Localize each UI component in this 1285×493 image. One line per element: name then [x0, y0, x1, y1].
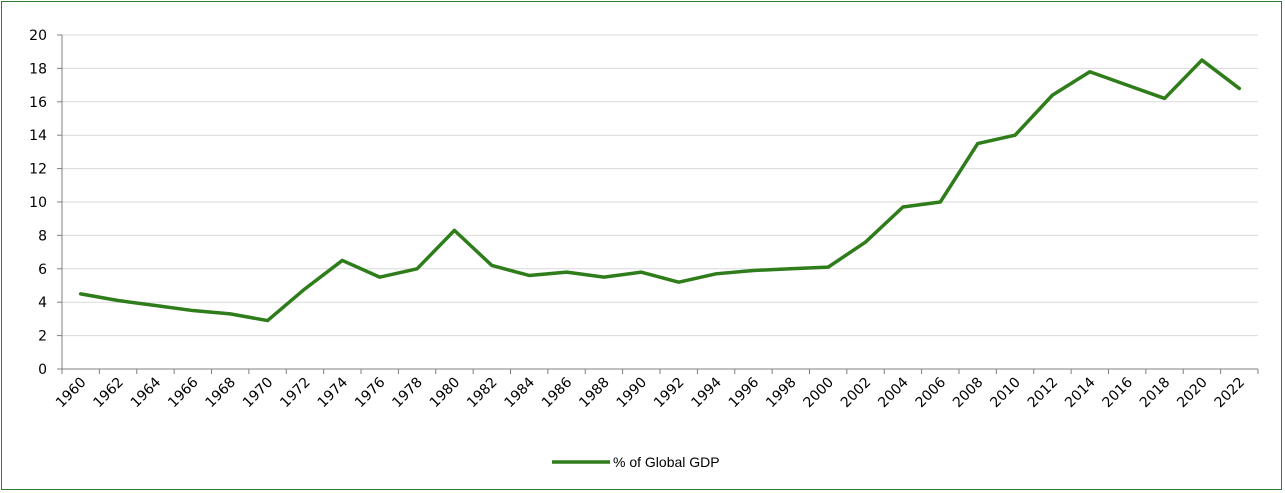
data-point [1126, 84, 1129, 87]
data-point [378, 276, 381, 279]
data-point [1200, 59, 1203, 62]
x-tick-label: 2020 [1174, 375, 1211, 412]
data-point [79, 292, 82, 295]
data-point [752, 269, 755, 272]
y-tick-label: 2 [38, 329, 47, 345]
data-point [303, 287, 306, 290]
data-point [827, 266, 830, 269]
data-point [416, 267, 419, 270]
data-point [677, 281, 680, 284]
data-point [154, 304, 157, 307]
x-tick-label: 1960 [53, 375, 90, 412]
data-point [1238, 87, 1241, 90]
grid-lines [57, 34, 1258, 370]
x-tick-label: 1966 [165, 374, 202, 411]
data-point [490, 264, 493, 267]
x-tick-label: 1984 [502, 374, 539, 411]
x-tick-label: 1962 [90, 375, 127, 412]
data-point [602, 276, 605, 279]
x-tick-label: 1994 [688, 374, 725, 411]
x-tick-label: 1968 [203, 375, 240, 412]
x-tick-label: 1976 [352, 374, 389, 411]
x-tick-label: 2002 [838, 375, 875, 412]
data-point [229, 312, 232, 315]
data-point [528, 274, 531, 277]
data-point [715, 272, 718, 275]
x-tick-label: 2018 [1137, 375, 1174, 412]
x-tick-label: 2008 [950, 375, 987, 412]
data-point [1088, 70, 1091, 73]
data-point [939, 201, 942, 204]
axes [61, 35, 1259, 374]
x-tick-label: 1996 [726, 374, 763, 411]
y-tick-label: 4 [38, 295, 47, 311]
legend: % of Global GDP [552, 454, 720, 470]
x-tick-label: 1964 [128, 374, 165, 411]
y-tick-label: 8 [38, 228, 47, 244]
x-tick-labels: 1960 1962 1964 1966 1968 1970 1972 1974 1976 1978… [53, 374, 1248, 411]
data-point [789, 267, 792, 270]
x-tick-label: 1990 [614, 375, 651, 412]
legend-label: % of Global GDP [613, 454, 720, 470]
y-tick-labels: 0 2 4 6 8 10 12 14 16 18 20 [29, 28, 47, 378]
data-point [1014, 134, 1017, 137]
data-point [640, 271, 643, 274]
x-tick-label: 1998 [763, 375, 800, 412]
x-tick-label: 1982 [464, 375, 501, 412]
x-tick-label: 2000 [801, 375, 838, 412]
x-tick-label: 1992 [651, 375, 688, 412]
series-layer [78, 58, 1242, 323]
data-point [266, 319, 269, 322]
data-point [565, 271, 568, 274]
x-tick-label: 2022 [1212, 375, 1249, 412]
data-point [901, 206, 904, 209]
x-tick-label: 1980 [427, 375, 464, 412]
y-tick-label: 16 [29, 95, 47, 111]
x-tick-label: 2006 [913, 374, 950, 411]
x-tick-label: 2004 [875, 374, 912, 411]
data-point [1163, 97, 1166, 100]
y-tick-label: 12 [29, 162, 47, 178]
x-tick-label: 2016 [1100, 374, 1137, 411]
data-point [976, 142, 979, 145]
x-tick-label: 1978 [389, 375, 426, 412]
y-tick-label: 18 [29, 61, 47, 77]
x-tick-label: 1988 [576, 375, 613, 412]
series-line [78, 58, 1242, 323]
data-point [1051, 94, 1054, 97]
y-tick-label: 6 [38, 262, 47, 278]
data-point [117, 299, 120, 302]
data-point [191, 309, 194, 312]
x-tick-label: 2012 [1025, 375, 1062, 412]
y-tick-label: 14 [29, 128, 47, 144]
x-tick-label: 1974 [315, 374, 352, 411]
data-point [341, 259, 344, 262]
x-tick-label: 1986 [539, 374, 576, 411]
x-tick-label: 2014 [1062, 374, 1099, 411]
data-point [864, 241, 867, 244]
x-tick-label: 1970 [240, 375, 277, 412]
data-point [453, 229, 456, 232]
x-tick-label: 2010 [987, 375, 1024, 412]
y-tick-label: 0 [38, 362, 47, 378]
y-tick-label: 10 [29, 195, 47, 211]
x-tick-label: 1972 [277, 375, 314, 412]
y-tick-label: 20 [29, 28, 47, 44]
